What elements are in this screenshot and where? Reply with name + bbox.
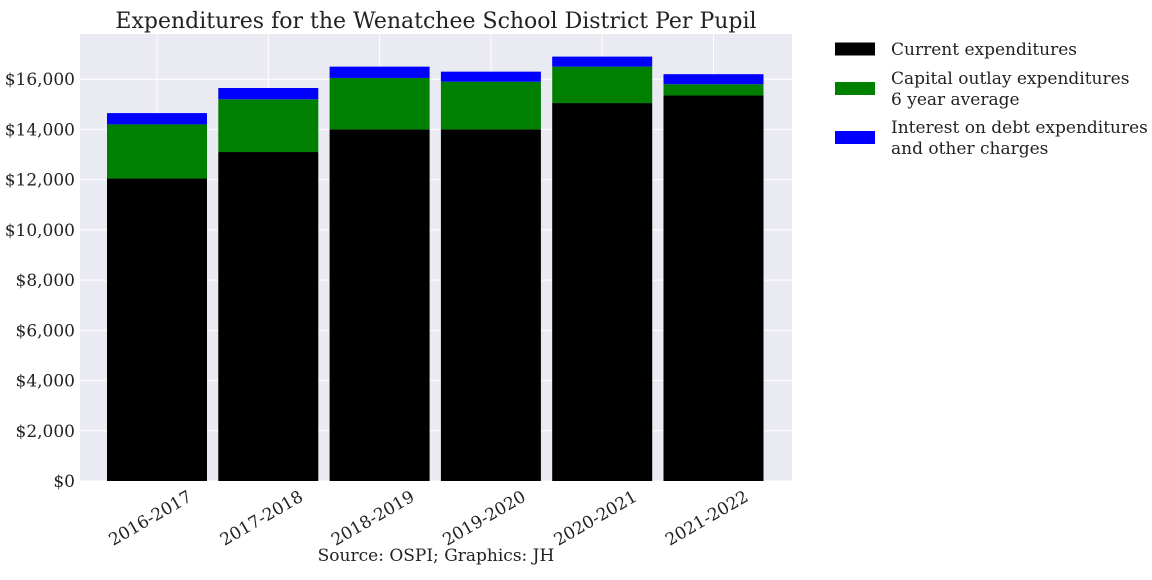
chart-title: Expenditures for the Wenatchee School Di…	[115, 9, 756, 34]
x-tick-label: 2017-2018	[217, 487, 307, 550]
y-tick-label: $14,000	[5, 120, 75, 140]
y-tick-label: $12,000	[5, 171, 75, 191]
bar-segment-series-3	[440, 71, 541, 82]
bar-segment-series-3	[107, 113, 207, 125]
bar-segment-series-2	[329, 77, 430, 130]
x-tick-label: 2018-2019	[328, 487, 418, 550]
y-tick-label: $6,000	[16, 321, 75, 341]
y-tick-label: $16,000	[5, 70, 75, 90]
bars	[107, 56, 764, 482]
source-note: Source: OSPI; Graphics: JH	[318, 546, 555, 566]
bar-segment-series-1	[329, 129, 430, 481]
legend-label: Interest on debt expenditures	[891, 118, 1148, 138]
x-tick-label: 2016-2017	[106, 487, 196, 550]
bar-segment-series-3	[218, 87, 319, 100]
x-tick-label: 2019-2020	[439, 487, 529, 550]
bar-segment-series-2	[107, 124, 207, 179]
legend-swatch	[835, 82, 875, 95]
legend-swatch	[835, 42, 875, 56]
bar-segment-series-1	[663, 95, 764, 482]
y-tick-label: $10,000	[5, 221, 75, 241]
x-tick-label: 2021-2022	[662, 487, 752, 550]
y-axis-ticks: $0 $2,000 $4,000 $6,000 $8,000 $10,000 $12,000…	[5, 70, 75, 492]
legend-swatch	[835, 131, 875, 144]
bar-segment-series-2	[218, 99, 319, 153]
x-tick-label: 2020-2021	[551, 487, 641, 550]
x-axis-ticks: 2016-2017 2017-2018 2018-2019 2019-2020 2020…	[106, 487, 752, 550]
legend-label: Capital outlay expenditures	[891, 69, 1129, 89]
bar-segment-series-1	[440, 129, 541, 481]
legend-label: 6 year average	[891, 90, 1020, 110]
bar-segment-series-2	[440, 81, 541, 130]
bar-segment-series-1	[218, 152, 319, 482]
legend: Current expenditures Capital outlay expen…	[835, 40, 1148, 159]
bar-segment-series-1	[107, 178, 207, 482]
y-tick-label: $2,000	[16, 422, 75, 442]
legend-label: Current expenditures	[891, 40, 1077, 60]
bar-segment-series-2	[552, 66, 653, 104]
legend-label: and other charges	[891, 139, 1048, 159]
bar-segment-series-2	[663, 84, 764, 96]
bar-segment-series-1	[552, 103, 653, 481]
bar-segment-series-3	[329, 66, 430, 78]
y-tick-label: $8,000	[16, 271, 75, 291]
bar-segment-series-3	[663, 74, 764, 85]
y-tick-label: $0	[53, 472, 75, 492]
bar-segment-series-3	[552, 56, 653, 67]
y-tick-label: $4,000	[16, 372, 75, 392]
